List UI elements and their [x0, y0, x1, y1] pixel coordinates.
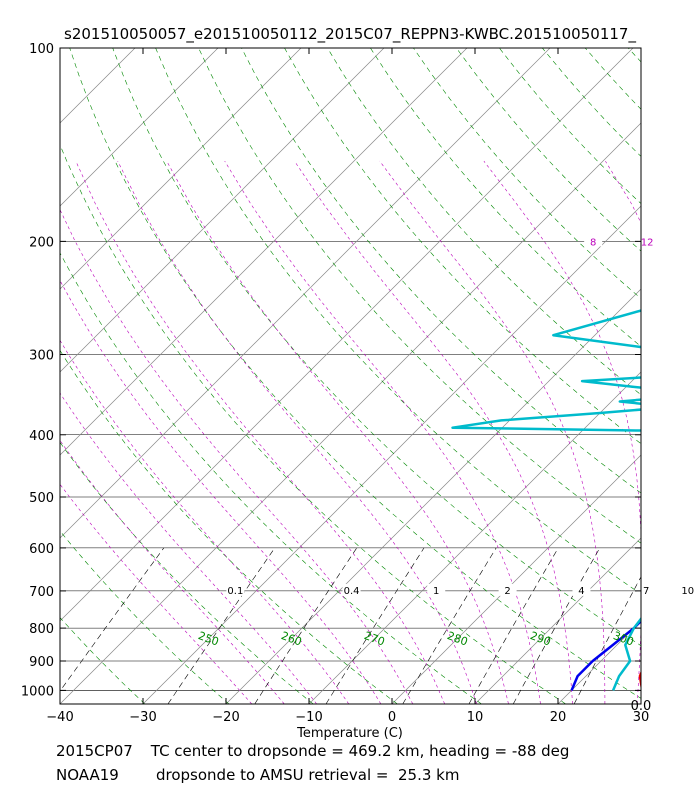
mixing-ratio-line: [512, 547, 601, 704]
y-tick-label: 700: [29, 585, 54, 600]
mixing-ratio-line: [573, 576, 641, 704]
moist-adiabat-line: [166, 160, 509, 704]
dry-adiabat-line: [60, 530, 230, 704]
isotherm-line: [60, 48, 551, 539]
x-tick-label: 0: [388, 710, 396, 725]
isotherm-line: [225, 288, 641, 704]
dry-adiabat-line: [112, 48, 641, 647]
chart-title: s201510050057_e201510050112_2015C07_REPP…: [64, 25, 636, 44]
mixing-ratio-label-bg: [427, 583, 446, 596]
caption-storm-id: 2015CP07: [56, 742, 133, 760]
profile-line-3: [570, 619, 641, 691]
x-tick-label: −20: [212, 710, 239, 725]
moist-adiabat-label-bg: [584, 234, 603, 247]
caption-satellite: NOAA19: [56, 766, 119, 784]
y-tick-label: 400: [29, 429, 54, 444]
caption-retrieval: dropsonde to AMSU retrieval = 25.3 km: [156, 766, 460, 784]
moist-adiabat-line: [379, 160, 606, 704]
mixing-ratio-label: 7: [643, 586, 649, 597]
x-tick-label: −10: [295, 710, 322, 725]
mixing-ratio-label-bg: [342, 583, 361, 596]
grid-layer: [60, 48, 641, 704]
label-layer: 2502602702802903000.10.41247101681216202…: [196, 234, 697, 649]
mixing-ratio-line: [167, 547, 276, 704]
y-tick-label: 900: [29, 655, 54, 670]
dry-adiabat-line: [60, 252, 482, 704]
mixing-ratio-label-bg: [678, 583, 697, 596]
dry-adiabat-line: [284, 48, 641, 445]
moist-adiabat-line: [294, 160, 573, 704]
moist-adiabat-label: 12: [641, 237, 654, 248]
mixing-ratio-label-bg: [637, 583, 656, 596]
caption-distance: TC center to dropsonde = 469.2 km, headi…: [150, 742, 570, 760]
profile-line-4: [451, 309, 641, 691]
y-tick-label: 200: [29, 235, 54, 250]
moist-adiabat-label-bg: [638, 234, 657, 247]
mixing-ratio-line: [325, 547, 425, 704]
moist-adiabat-line: [117, 160, 477, 704]
y-tick-label: 800: [29, 622, 54, 637]
mixing-ratio-label: 0.4: [344, 586, 360, 597]
mixing-ratio-label: 1: [433, 586, 439, 597]
mixing-ratio-label: 2: [504, 586, 510, 597]
x-tick-label: 20: [550, 710, 567, 725]
isotherm-line: [60, 48, 468, 456]
isotherm-line: [308, 371, 641, 704]
dry-adiabat-line: [60, 349, 398, 704]
x-tick-label: −40: [46, 710, 73, 725]
dry-adiabat-line: [155, 48, 641, 595]
y-tick-label: 100: [29, 42, 54, 57]
dry-adiabat-line: [60, 617, 146, 704]
y-tick-label: 500: [29, 491, 54, 506]
y-tick-label: 1000: [21, 684, 54, 699]
moist-adiabat-label: 8: [590, 237, 596, 248]
series-layer: [451, 309, 641, 691]
moist-adiabat-line: [224, 160, 541, 704]
mixing-ratio-label-bg: [572, 583, 591, 596]
moist-adiabat-line: [60, 439, 285, 704]
isotherm-line: [60, 122, 641, 704]
caption-line-2: NOAA19 dropsonde to AMSU retrieval = 25.3…: [56, 766, 459, 784]
x-tick-label: 30: [633, 710, 650, 725]
mixing-ratio-line: [60, 547, 165, 692]
mixing-ratio-label-bg: [226, 583, 245, 596]
isotherm-line: [474, 537, 641, 704]
mixing-ratio-line: [254, 547, 358, 704]
x-axis-label: Temperature (C): [296, 726, 403, 741]
moist-adiabat-line: [60, 483, 253, 704]
moist-adiabat-line: [60, 279, 382, 704]
isotherm-line: [60, 48, 634, 622]
isotherm-line: [142, 205, 641, 704]
y-tick-label: 300: [29, 348, 54, 363]
x-tick-label: 10: [467, 710, 484, 725]
y-tick-label: 600: [29, 542, 54, 557]
x-tick-label: −30: [129, 710, 156, 725]
mixing-ratio-label-bg: [498, 583, 517, 596]
isotherm-line: [60, 48, 385, 373]
mixing-ratio-label: 4: [578, 586, 584, 597]
plot-frame: [59, 47, 642, 705]
dry-adiabat-line: [198, 48, 641, 544]
dry-adiabat-line: [69, 48, 641, 699]
mixing-ratio-line: [468, 547, 559, 704]
mixing-ratio-label: 10: [681, 586, 694, 597]
moist-adiabat-line: [60, 209, 414, 704]
caption-line-1: 2015CP07 TC center to dropsonde = 469.2 k…: [56, 742, 569, 760]
corner-label: 0.0: [631, 699, 652, 714]
isotherm-line: [557, 620, 641, 704]
dry-adiabat-line: [370, 48, 641, 347]
mixing-ratio-label: 0.1: [227, 586, 243, 597]
mixing-ratio-line: [402, 547, 497, 704]
moist-adiabat-line: [60, 392, 317, 704]
